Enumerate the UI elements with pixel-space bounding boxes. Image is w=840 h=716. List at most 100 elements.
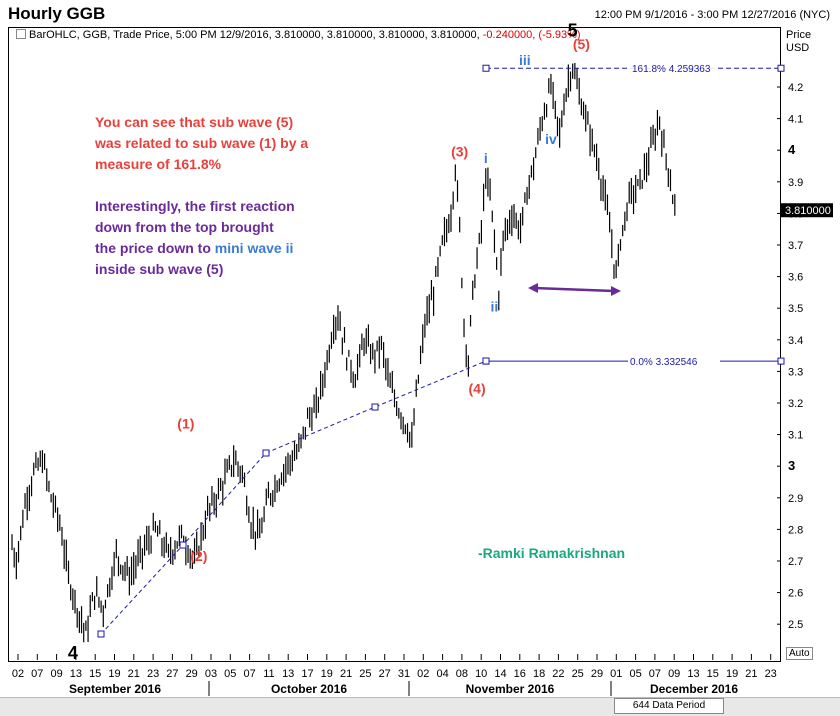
x-tick-label: 07 (31, 668, 43, 680)
wave-label: 5 (568, 20, 578, 40)
y-tick-label: 2.8 (788, 524, 803, 536)
x-tick-label: 05 (224, 668, 236, 680)
trend-handle[interactable] (97, 630, 105, 638)
trend-handle[interactable] (179, 541, 187, 549)
wave-label: (3) (451, 144, 468, 160)
wave-label: i (484, 150, 488, 166)
chart-title: Hourly GGB (8, 4, 106, 23)
settings-checkbox-icon[interactable] (16, 29, 26, 39)
fib-label-bg (630, 62, 718, 75)
x-tick-label: 29 (591, 668, 603, 680)
fib-handle[interactable] (777, 64, 785, 72)
wave-label: iv (545, 131, 557, 147)
y-tick-label: 3.6 (788, 272, 803, 284)
annotation-fib-note: You can see that sub wave (5) was relate… (95, 114, 309, 172)
trend-line[interactable] (100, 360, 487, 635)
x-tick-label: 21 (128, 668, 140, 680)
x-tick-label: 04 (436, 668, 448, 680)
x-tick-label: 19 (321, 668, 333, 680)
x-tick-label: 17 (301, 668, 313, 680)
x-tick-label: 11 (263, 668, 274, 680)
x-tick-label: 27 (166, 668, 178, 680)
annotation-reaction-note-a: Interestingly, the first reaction down f… (95, 198, 295, 256)
last-price-label: 3.810000 (785, 205, 831, 217)
wave-label: ii (491, 298, 499, 314)
date-range: 12:00 PM 9/1/2016 - 3:00 PM 12/27/2016 (… (594, 9, 830, 21)
x-tick-label: 29 (186, 668, 198, 680)
wave-label: iii (519, 52, 531, 68)
x-tick-label: 02 (417, 668, 429, 680)
y-tick-label: 2.7 (788, 556, 803, 568)
last-price-tag (781, 203, 833, 218)
y-tick-label: 3.4 (788, 335, 803, 347)
chart-frame (8, 27, 781, 662)
x-tick-label: 23 (765, 668, 777, 680)
info-bar-text: BarOHLC, GGB, Trade Price, 5:00 PM 12/9/… (29, 29, 483, 41)
y-tick-label: 3.2 (788, 398, 803, 410)
annotation-reaction-note-b: mini wave ii (214, 240, 294, 256)
y-tick-label: 2.9 (788, 493, 803, 505)
annotation-reaction-note-c: inside sub wave (5) (95, 261, 224, 277)
x-tick-label: 14 (494, 668, 506, 680)
data-period-box[interactable]: 644 Data Period (614, 698, 724, 714)
y-tick-label: 4.2 (788, 82, 803, 94)
y-tick-label: 3 (788, 458, 795, 473)
wave-label: (2) (190, 548, 207, 564)
y-tick-label: 2.6 (788, 588, 803, 600)
y-tick-label: 4.1 (788, 114, 803, 126)
author-signature: -Ramki Ramakrishnan (478, 545, 626, 561)
price-axis-label: Price USD (786, 29, 811, 55)
x-tick-label: 09 (50, 668, 62, 680)
arrow-head-left (528, 283, 538, 293)
price-axis-label-line2: USD (786, 42, 810, 54)
x-tick-label: 27 (379, 668, 391, 680)
title-bar: Hourly GGB 12:00 PM 9/1/2016 - 3:00 PM 1… (0, 0, 840, 27)
x-tick-label: 21 (340, 668, 352, 680)
x-tick-label: 03 (205, 668, 217, 680)
trend-handle[interactable] (482, 357, 490, 365)
fib-0-label: 0.0% 3.332546 (630, 357, 698, 368)
price-axis-label-line1: Price (786, 29, 812, 41)
x-tick-label: 13 (687, 668, 699, 680)
wave-label: (5) (573, 36, 590, 52)
x-tick-label: 02 (12, 668, 24, 680)
x-tick-label: 21 (745, 668, 757, 680)
x-tick-label: 01 (610, 668, 622, 680)
y-tick-label: 3.1 (788, 430, 803, 442)
y-tick-label: 3.3 (788, 366, 803, 378)
trend-handle[interactable] (371, 403, 379, 411)
x-tick-label: 31 (398, 668, 410, 680)
x-tick-label: 18 (533, 668, 545, 680)
fib-161-label: 161.8% 4.259363 (632, 64, 711, 75)
x-tick-label: 19 (108, 668, 120, 680)
wave-label: 4 (68, 643, 78, 663)
y-tick-label: 2.5 (788, 619, 803, 631)
wave-label: (4) (469, 381, 486, 397)
y-tick-label: 4 (788, 142, 796, 157)
x-tick-label: 16 (514, 668, 526, 680)
x-tick-label: 23 (147, 668, 159, 680)
arrow-head-right (611, 286, 621, 296)
info-bar: BarOHLC, GGB, Trade Price, 5:00 PM 12/9/… (16, 29, 581, 41)
x-tick-label: 07 (649, 668, 661, 680)
fib-handle[interactable] (777, 357, 785, 365)
x-tick-label: 09 (668, 668, 680, 680)
info-bar-change: -0.240000, (-5.93%) (482, 29, 581, 41)
annotation-reaction-note: Interestingly, the first reaction down f… (95, 196, 295, 280)
fib-handle[interactable] (482, 64, 490, 72)
x-tick-label: 10 (475, 668, 487, 680)
x-month-label: December 2016 (650, 682, 738, 696)
x-tick-label: 15 (707, 668, 719, 680)
x-tick-label: 08 (456, 668, 468, 680)
x-month-label: September 2016 (69, 682, 161, 696)
auto-scale-button[interactable]: Auto (786, 647, 813, 660)
fib-label-bg (628, 355, 720, 368)
x-tick-label: 05 (629, 668, 641, 680)
trend-handle[interactable] (262, 449, 270, 457)
x-tick-label: 25 (359, 668, 371, 680)
measure-arrow (533, 286, 615, 293)
x-month-label: October 2016 (271, 682, 347, 696)
x-tick-label: 13 (70, 668, 82, 680)
x-tick-label: 25 (572, 668, 584, 680)
